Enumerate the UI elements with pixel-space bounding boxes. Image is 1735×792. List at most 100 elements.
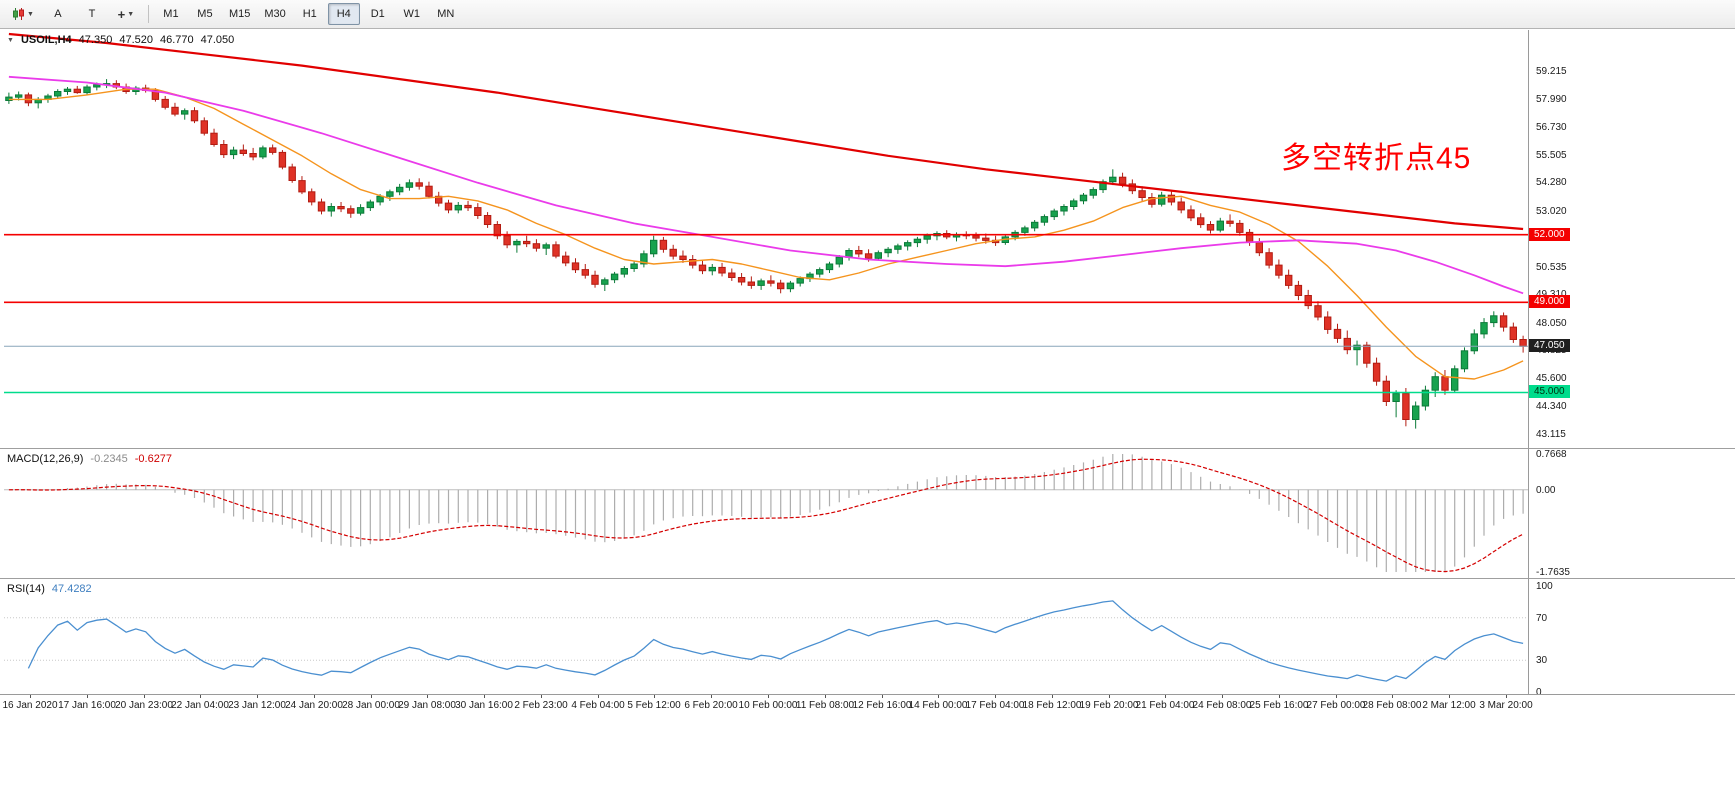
candle-down: [239, 149, 248, 154]
timeframe-button-h4[interactable]: H4: [327, 3, 360, 25]
candle-up: [1412, 405, 1420, 420]
candle-up: [786, 282, 795, 290]
chart-type-button[interactable]: ▼: [6, 3, 40, 25]
macd-title: MACD(12,26,9): [7, 453, 84, 465]
text-tool-button[interactable]: T: [88, 8, 96, 20]
candle-down: [1236, 222, 1244, 233]
time-tick-label: 24 Feb 08:00: [1192, 700, 1252, 711]
candle-down: [298, 180, 306, 193]
auto-arrange-a-button[interactable]: A: [54, 8, 62, 20]
time-tick-label: 10 Feb 00:00: [738, 700, 798, 711]
candle-up: [1050, 210, 1058, 218]
panel-splitter[interactable]: [0, 578, 1735, 579]
candle-down: [689, 259, 697, 266]
candle-up: [327, 206, 336, 212]
candle-down: [982, 237, 990, 241]
macd-label: MACD(12,26,9) -0.2345 -0.6277: [7, 453, 172, 465]
time-tick-label: 28 Feb 08:00: [1362, 700, 1422, 711]
candle-down: [1304, 295, 1312, 307]
candle-up: [1060, 206, 1068, 212]
timeframe-button-w1[interactable]: W1: [403, 8, 421, 20]
time-tick-mark: [882, 695, 883, 698]
candle-down: [435, 195, 443, 204]
candle-up: [259, 147, 267, 158]
price-tick-label: 45.600: [1536, 373, 1567, 384]
price-tick-label: 43.115: [1536, 429, 1566, 440]
chart-canvas[interactable]: [0, 30, 1735, 716]
time-tick-mark: [995, 695, 996, 698]
time-tick-label: 19 Feb 20:00: [1079, 700, 1139, 711]
price-tag-45.000: 45.000: [1529, 385, 1570, 398]
candle-down: [698, 264, 707, 272]
time-tick-label: 4 Feb 04:00: [571, 700, 625, 711]
price-tick-label: 48.050: [1536, 318, 1567, 329]
timeframe-button-m1[interactable]: M1: [163, 8, 179, 20]
candle-down: [444, 202, 453, 211]
candle-up: [396, 186, 404, 193]
close-value: 47.050: [200, 34, 235, 46]
price-axis[interactable]: 59.21557.99056.73055.50554.28053.02051.7…: [1528, 30, 1735, 698]
time-tick-label: 2 Feb 23:00: [514, 700, 568, 711]
candle-up: [356, 207, 365, 214]
rsi-tick-label: 70: [1536, 613, 1548, 624]
time-tick-mark: [1222, 695, 1223, 698]
candle-down: [1275, 264, 1283, 276]
chart-plot-area[interactable]: [0, 30, 1528, 694]
candlestick-chart-icon: [12, 7, 25, 21]
candle-up: [1089, 189, 1097, 196]
hlines-layer: [4, 233, 1528, 394]
candle-down: [1294, 284, 1303, 296]
candle-down: [161, 98, 169, 108]
annotation-text[interactable]: 多空转折点45: [1281, 142, 1472, 175]
crosshair-button[interactable]: + ▼: [110, 3, 142, 25]
candle-down: [718, 266, 726, 274]
time-tick-mark: [30, 695, 31, 698]
macd-signal-line: [8, 458, 1524, 573]
time-tick-mark: [711, 695, 712, 698]
rsi-tick-label: 30: [1536, 655, 1548, 666]
timeframe-button-h1[interactable]: H1: [302, 8, 317, 20]
low-value: 46.770: [159, 34, 194, 46]
time-tick-label: 14 Feb 00:00: [908, 700, 968, 711]
price-tag-49.000: 49.000: [1529, 295, 1570, 308]
time-tick-label: 25 Feb 16:00: [1249, 700, 1309, 711]
time-tick-mark: [314, 695, 315, 698]
candle-up: [650, 239, 658, 255]
timeframe-button-m15[interactable]: M15: [228, 8, 251, 20]
macd-panel-layer: [4, 454, 1528, 573]
candle-up: [229, 149, 238, 156]
current-price-tag: 47.050: [1529, 339, 1570, 352]
candle-up: [1353, 344, 1361, 351]
candle-down: [493, 224, 502, 237]
candle-down: [278, 151, 287, 168]
candle-down: [249, 153, 257, 158]
timeframe-button-d1[interactable]: D1: [370, 8, 385, 20]
candle-down: [73, 88, 81, 94]
candle-down: [972, 235, 980, 239]
time-tick-mark: [541, 695, 542, 698]
candle-up: [894, 245, 902, 250]
candle-up: [386, 191, 394, 197]
time-tick-mark: [1449, 695, 1450, 698]
ma-fast-line: [8, 88, 1524, 380]
time-tick-mark: [938, 695, 939, 698]
time-axis[interactable]: 16 Jan 2020 17 Jan 16:00 20 Jan 23:00 22 Ja…: [0, 694, 1735, 717]
macd-tick-label: -1.7635: [1536, 567, 1570, 578]
candle-down: [1372, 362, 1381, 382]
price-tick-label: 50.535: [1536, 262, 1567, 273]
ma-mid-line: [8, 75, 1524, 295]
candle-down: [1285, 274, 1293, 286]
candle-up: [454, 204, 463, 211]
timeframe-button-m5[interactable]: M5: [197, 8, 213, 20]
timeframe-button-mn[interactable]: MN: [437, 8, 455, 20]
time-tick-mark: [1279, 695, 1280, 698]
candles-layer: [5, 79, 1527, 429]
timeframe-button-m30[interactable]: M30: [264, 8, 286, 20]
candle-up: [1392, 393, 1400, 403]
macd-histogram: [18, 454, 1524, 572]
panel-splitter[interactable]: [0, 448, 1735, 449]
time-tick-mark: [1109, 695, 1110, 698]
candle-up: [376, 195, 384, 203]
candle-down: [210, 132, 218, 145]
